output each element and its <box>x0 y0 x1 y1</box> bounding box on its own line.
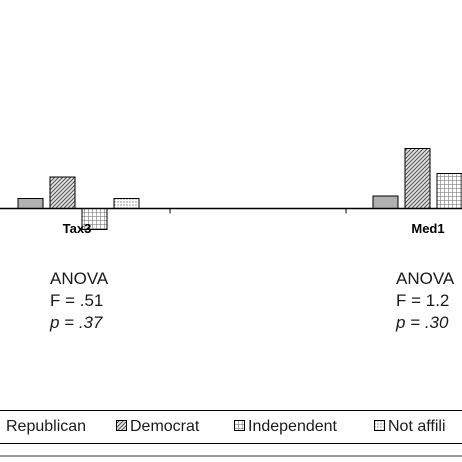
bar-med1-independent <box>436 173 462 209</box>
bar-tax3-democrat <box>49 176 76 209</box>
legend-swatch-independent <box>234 420 245 431</box>
legend-label-democrat: Democrat <box>130 418 200 435</box>
bar-med1-republican <box>372 195 399 209</box>
legend-label-not-affiliated: Not affili <box>388 418 446 435</box>
anova-p-value: p = .37 <box>50 313 103 332</box>
anova-annotation-med1: ANOVA F = 1.2 p = .30 <box>396 268 454 334</box>
x-axis-ticks <box>169 208 347 214</box>
bar-med1-democrat <box>404 148 431 209</box>
legend-swatch-not-affiliated <box>374 420 385 431</box>
anova-annotation-tax3: ANOVA F = .51 p = .37 <box>50 268 108 334</box>
anova-f-value: F = 1.2 <box>396 291 450 310</box>
tick-label-med1: Med1 <box>411 221 444 236</box>
legend-swatch-democrat <box>116 420 127 431</box>
anova-title: ANOVA <box>396 269 455 288</box>
anova-p-value: p = .30 <box>396 313 449 332</box>
bars-layer <box>17 148 462 230</box>
bottom-rule <box>0 455 462 457</box>
bar-tax3-not-affiliated <box>113 198 140 209</box>
anova-title: ANOVA <box>50 269 109 288</box>
bar-tax3-republican <box>17 198 44 209</box>
legend: Republican Democrat Independent Not affi… <box>0 410 462 444</box>
legend-label-republican: Republican <box>6 418 87 435</box>
legend-label-independent: Independent <box>248 418 337 435</box>
anova-f-value: F = .51 <box>50 291 104 310</box>
tick-label-tax3: Tax3 <box>63 221 92 236</box>
